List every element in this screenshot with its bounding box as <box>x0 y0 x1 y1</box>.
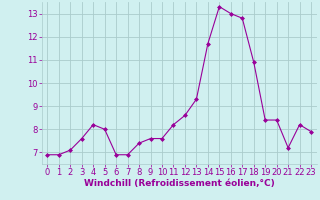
X-axis label: Windchill (Refroidissement éolien,°C): Windchill (Refroidissement éolien,°C) <box>84 179 275 188</box>
